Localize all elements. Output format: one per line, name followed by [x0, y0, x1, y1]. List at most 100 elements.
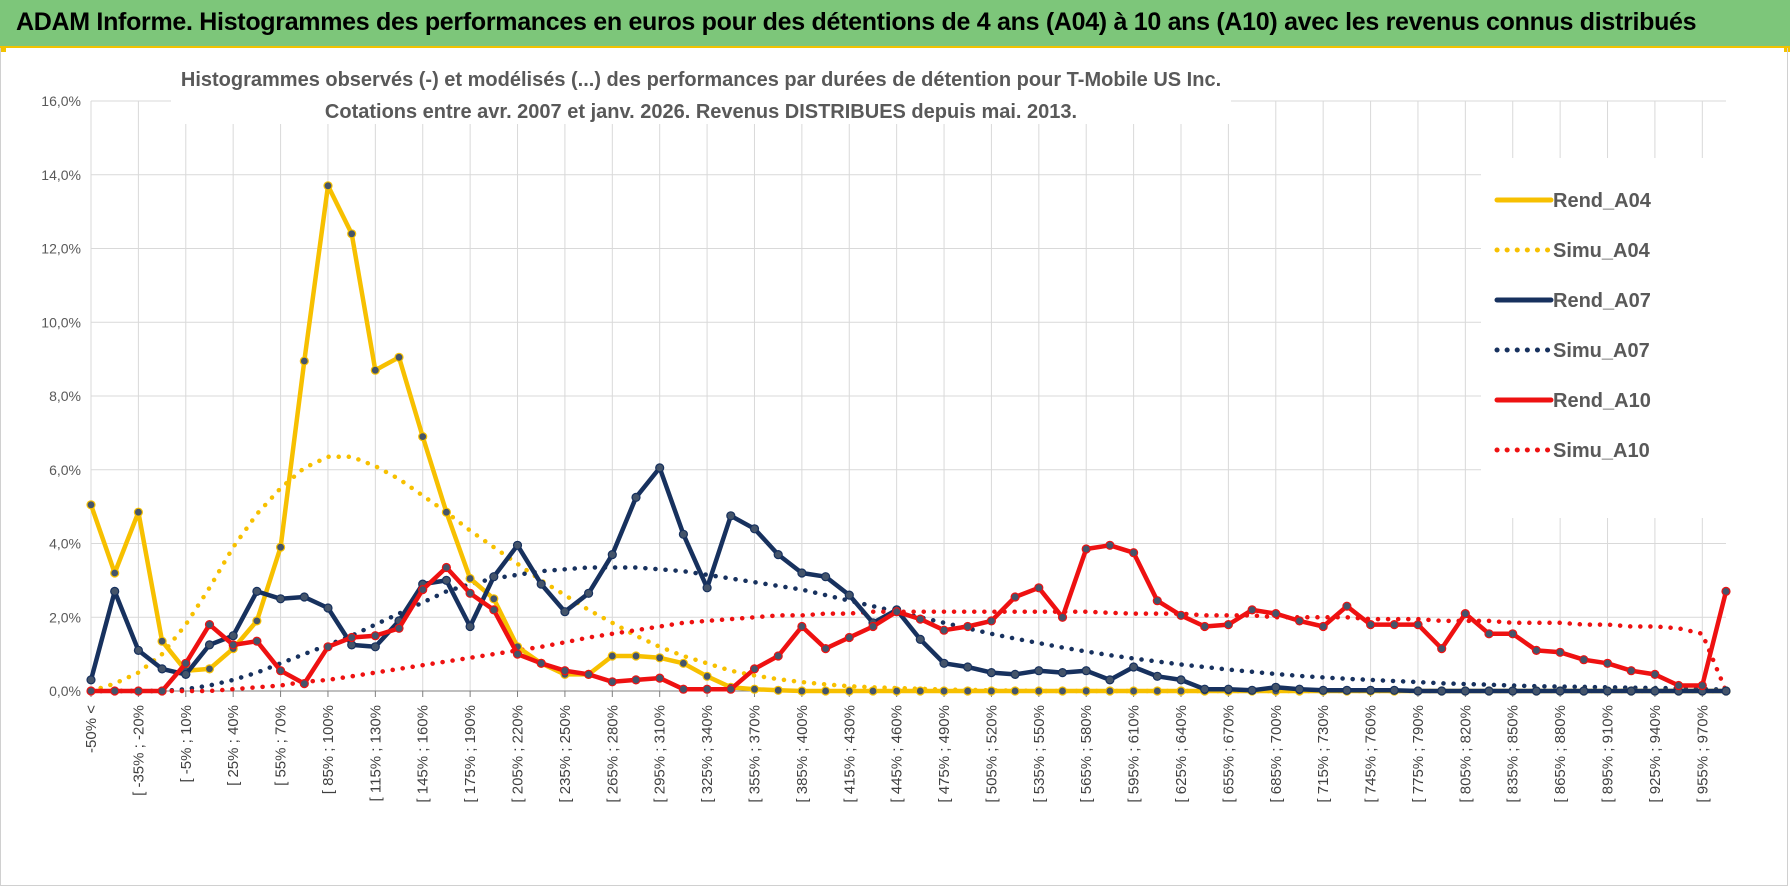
data-point [560, 607, 570, 617]
data-point [394, 352, 404, 362]
data-point [678, 529, 689, 539]
data-point [1128, 686, 1139, 696]
data-point [1626, 686, 1636, 696]
data-point [702, 583, 712, 593]
data-point [1034, 686, 1044, 696]
data-point [347, 632, 357, 643]
data-point [1697, 680, 1707, 691]
data-point [797, 568, 807, 578]
x-tick-label: [ 415% ; 430% [841, 705, 858, 803]
data-point [181, 658, 191, 668]
data-point [370, 642, 380, 652]
data-point [583, 588, 594, 598]
data-point [1105, 540, 1115, 550]
data-point [1081, 666, 1091, 676]
y-tick-label: 2,0% [49, 609, 81, 625]
x-tick-label: [ 445% ; 460% [889, 705, 906, 803]
data-point [702, 671, 712, 681]
x-tick-label: [ 715% ; 730% [1315, 705, 1332, 803]
data-point [394, 623, 404, 633]
data-point [655, 653, 665, 663]
legend-entry-label: Rend_A04 [1553, 190, 1652, 212]
data-point [726, 684, 736, 694]
data-point [276, 666, 286, 676]
y-tick-label: 0,0% [49, 683, 81, 699]
data-point [489, 605, 499, 615]
data-point [1365, 685, 1376, 695]
y-tick-label: 6,0% [49, 462, 81, 478]
data-point [1271, 682, 1281, 692]
data-point [986, 667, 997, 678]
data-point [323, 181, 333, 191]
y-tick-label: 12,0% [41, 241, 81, 257]
data-point [512, 540, 523, 550]
data-point [1176, 686, 1186, 696]
series-rend-a10 [86, 540, 1731, 696]
data-point [110, 586, 120, 597]
y-tick-label: 16,0% [41, 93, 81, 109]
legend-entry-label: Rend_A07 [1553, 290, 1651, 312]
data-point [1342, 601, 1352, 611]
data-point [1128, 548, 1139, 558]
data-point [939, 625, 949, 635]
data-point [986, 686, 997, 696]
x-tick-label: [ 505% ; 520% [983, 705, 1000, 803]
data-point [773, 550, 783, 560]
data-point [347, 229, 357, 239]
data-point [1508, 629, 1518, 639]
data-point [1602, 686, 1613, 696]
data-point [228, 640, 238, 650]
data-point [1105, 675, 1115, 685]
data-point [441, 575, 451, 586]
data-point [915, 686, 925, 696]
data-point [868, 621, 878, 632]
data-point [820, 686, 831, 696]
data-point [110, 686, 120, 696]
data-point [323, 603, 333, 613]
histogram-chart: 0,0% 2,0% 4,0% 6,0% 8,0% 10,0% 12,0% 14,0% 16,0%… [41, 58, 1731, 803]
data-point [204, 664, 215, 674]
data-point [915, 614, 925, 624]
data-point [1389, 685, 1399, 695]
data-point [1389, 619, 1399, 630]
data-point [1413, 686, 1423, 696]
data-point [1342, 685, 1352, 695]
x-tick-label: [ 625% ; 640% [1173, 705, 1190, 803]
data-point [489, 572, 499, 582]
data-point [133, 686, 143, 696]
data-point [844, 590, 854, 600]
data-point [1555, 647, 1565, 657]
data-point [441, 562, 451, 573]
data-point [1223, 684, 1234, 694]
data-point [157, 686, 167, 696]
data-point [1437, 686, 1447, 696]
data-point [1200, 621, 1210, 632]
data-point [370, 631, 380, 641]
data-point [1010, 686, 1020, 696]
data-point [1650, 669, 1660, 680]
data-point [939, 686, 949, 696]
x-tick-label: [ 175% ; 190% [462, 705, 479, 803]
data-point [86, 500, 96, 510]
data-point [631, 675, 641, 685]
data-point [181, 669, 191, 680]
series-rend-a07 [86, 463, 1731, 696]
chart-legend: Rend_A04 Simu_A04 Rend_A07 Simu_A07 Rend_A10… [1494, 190, 1652, 462]
data-point [1460, 686, 1470, 696]
x-tick-label: [ 295% ; 310% [652, 705, 669, 803]
y-tick-label: 4,0% [49, 536, 81, 552]
x-tick-label: [ 25% ; 40% [225, 705, 242, 786]
header-bar: ADAM Informe. Histogrammes des performan… [0, 0, 1790, 48]
x-tick-label: [ 655% ; 670% [1220, 705, 1237, 803]
data-point [157, 636, 167, 646]
data-point [512, 649, 523, 659]
data-point [204, 640, 215, 650]
data-point [678, 658, 689, 668]
data-point [655, 463, 665, 473]
x-tick-label: [ 475% ; 490% [936, 705, 953, 803]
y-tick-label: 10,0% [41, 314, 81, 330]
chart-frame: 0,0% 2,0% 4,0% 6,0% 8,0% 10,0% 12,0% 14,0% 16,0%… [0, 48, 1788, 886]
data-point [607, 677, 617, 687]
data-point [465, 621, 475, 632]
x-tick-label: [ 895% ; 910% [1600, 705, 1617, 803]
